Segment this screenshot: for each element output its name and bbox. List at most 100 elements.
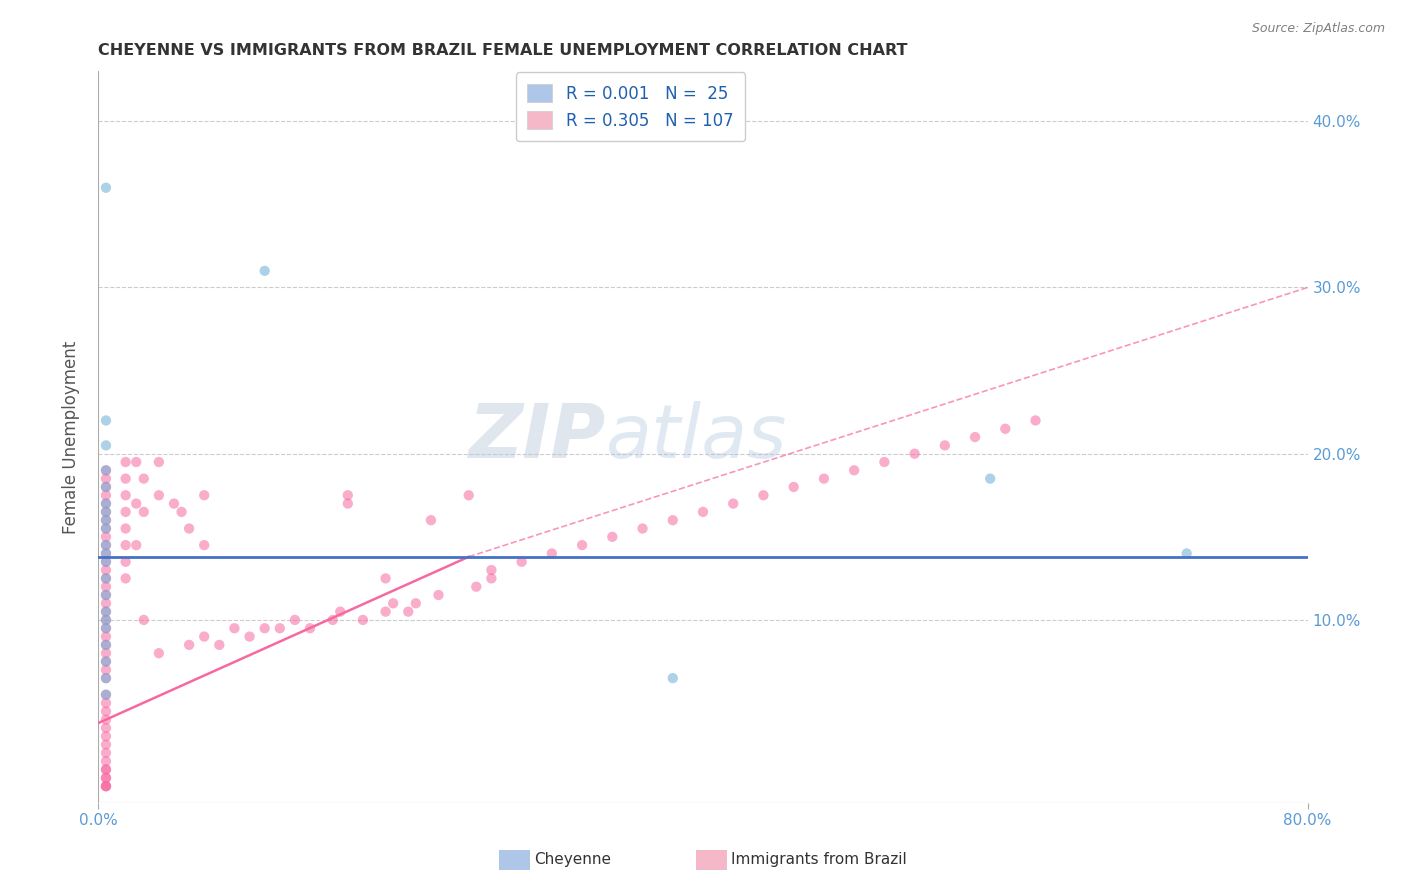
Point xyxy=(94,580,117,594)
Point xyxy=(94,571,117,585)
Point xyxy=(510,555,533,569)
Point xyxy=(481,571,503,585)
Point xyxy=(114,455,136,469)
Point xyxy=(94,646,117,660)
Point xyxy=(94,754,117,768)
Point xyxy=(148,488,170,502)
Point xyxy=(94,555,117,569)
Point xyxy=(979,472,1001,486)
Point xyxy=(661,513,683,527)
Point xyxy=(94,671,117,685)
Point xyxy=(336,488,359,502)
Point xyxy=(94,546,117,560)
Point xyxy=(94,771,117,785)
Point xyxy=(94,480,117,494)
Point xyxy=(94,605,117,619)
Point xyxy=(94,763,117,777)
Point xyxy=(114,555,136,569)
Point xyxy=(94,438,117,452)
Point xyxy=(114,472,136,486)
Point xyxy=(813,472,835,486)
Text: ZIP: ZIP xyxy=(470,401,606,474)
Point xyxy=(465,580,488,594)
Point xyxy=(396,605,419,619)
Point xyxy=(94,605,117,619)
Point xyxy=(692,505,714,519)
Point xyxy=(193,538,215,552)
Legend: R = 0.001   N =  25, R = 0.305   N = 107: R = 0.001 N = 25, R = 0.305 N = 107 xyxy=(516,72,745,141)
Point xyxy=(179,521,201,535)
Point xyxy=(94,621,117,635)
Point xyxy=(253,264,276,278)
Point xyxy=(114,505,136,519)
Point xyxy=(114,521,136,535)
Point xyxy=(329,605,352,619)
Point xyxy=(904,447,927,461)
Point xyxy=(299,621,322,635)
Point xyxy=(94,463,117,477)
Point xyxy=(94,505,117,519)
Point xyxy=(239,630,262,644)
Point xyxy=(661,671,683,685)
Point xyxy=(94,497,117,511)
Point xyxy=(114,571,136,585)
Point xyxy=(94,613,117,627)
Point xyxy=(94,555,117,569)
Point xyxy=(94,497,117,511)
Point xyxy=(94,521,117,535)
Point xyxy=(94,538,117,552)
Point xyxy=(322,613,344,627)
Point xyxy=(427,588,450,602)
Point xyxy=(132,472,155,486)
Point xyxy=(170,505,193,519)
Point xyxy=(114,488,136,502)
Text: Source: ZipAtlas.com: Source: ZipAtlas.com xyxy=(1251,22,1385,36)
Point xyxy=(336,497,359,511)
Point xyxy=(94,463,117,477)
Point xyxy=(1024,413,1046,427)
Point xyxy=(94,513,117,527)
Point xyxy=(457,488,479,502)
Point xyxy=(94,771,117,785)
Point xyxy=(94,729,117,743)
Point xyxy=(602,530,624,544)
Point xyxy=(374,571,396,585)
Point xyxy=(844,463,866,477)
Point xyxy=(94,779,117,793)
Point xyxy=(163,497,186,511)
Text: Immigrants from Brazil: Immigrants from Brazil xyxy=(731,853,907,867)
Point xyxy=(94,413,117,427)
Point xyxy=(132,505,155,519)
Point xyxy=(148,646,170,660)
Text: atlas: atlas xyxy=(606,401,787,473)
Point xyxy=(94,480,117,494)
Point xyxy=(94,588,117,602)
Point xyxy=(94,721,117,735)
Point xyxy=(94,763,117,777)
Point xyxy=(94,738,117,752)
Point xyxy=(284,613,307,627)
Point xyxy=(193,488,215,502)
Point xyxy=(352,613,374,627)
Point xyxy=(94,688,117,702)
Point xyxy=(783,480,806,494)
Point xyxy=(94,180,117,194)
Point xyxy=(179,638,201,652)
Point xyxy=(94,488,117,502)
Point xyxy=(94,713,117,727)
Point xyxy=(631,521,654,535)
Point xyxy=(94,571,117,585)
Point xyxy=(94,638,117,652)
Point xyxy=(125,538,148,552)
Point xyxy=(481,563,503,577)
Point xyxy=(224,621,246,635)
Point xyxy=(94,513,117,527)
Point xyxy=(934,438,956,452)
Point xyxy=(94,596,117,610)
Point xyxy=(94,472,117,486)
Point xyxy=(94,538,117,552)
Point xyxy=(94,663,117,677)
Point xyxy=(752,488,775,502)
Point xyxy=(94,688,117,702)
Point xyxy=(94,505,117,519)
